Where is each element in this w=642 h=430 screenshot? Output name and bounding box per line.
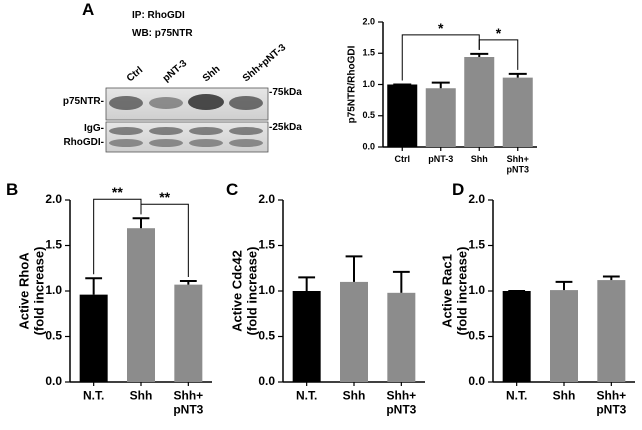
bar bbox=[79, 294, 108, 382]
y-axis-label: Active Rac1(fold increase) bbox=[440, 247, 470, 336]
bar bbox=[340, 281, 368, 382]
x-tick-label: Shh bbox=[343, 389, 366, 403]
y-tick-label: 1.5 bbox=[45, 238, 62, 252]
significance-label: * bbox=[438, 20, 444, 36]
y-tick-label: 1.0 bbox=[362, 79, 375, 89]
y-tick-label: 0.0 bbox=[45, 374, 62, 388]
significance-bracket bbox=[140, 203, 189, 277]
significance-label: ** bbox=[112, 184, 123, 200]
panel-label: C bbox=[226, 180, 238, 199]
y-axis-label: Active RhoA(fold increase) bbox=[17, 247, 47, 336]
blot-wb: WB: p75NTR bbox=[132, 28, 193, 39]
y-tick-label: 2.0 bbox=[45, 192, 62, 206]
bar bbox=[174, 284, 203, 382]
blot-lane-label: Shh bbox=[201, 64, 223, 85]
bar bbox=[387, 292, 416, 382]
bar bbox=[597, 280, 626, 382]
blot-ip: IP: RhoGDI bbox=[132, 10, 185, 21]
blot-row-label: p75NTR- bbox=[63, 96, 104, 107]
bar bbox=[425, 88, 456, 147]
y-axis-label: p75NTR/RhoGDI bbox=[347, 45, 358, 123]
panel-label: B bbox=[6, 180, 18, 199]
blot-marker: -75kDa bbox=[269, 87, 302, 98]
y-tick-label: 0.0 bbox=[362, 141, 375, 151]
significance-label: ** bbox=[159, 189, 170, 205]
x-tick-label: Shh bbox=[471, 154, 488, 164]
significance-bracket bbox=[478, 39, 519, 70]
bar bbox=[502, 77, 533, 147]
y-tick-label: 0.5 bbox=[468, 329, 485, 343]
y-axis-label: Active Cdc42(fold increase) bbox=[230, 247, 260, 336]
y-tick-label: 0.0 bbox=[468, 374, 485, 388]
x-tick-label: pNT-3 bbox=[428, 154, 453, 164]
y-tick-label: 2.0 bbox=[362, 16, 375, 26]
blot-lane-label: Ctrl bbox=[125, 65, 145, 85]
bar bbox=[127, 228, 155, 382]
y-tick-label: 1.0 bbox=[45, 283, 62, 297]
blot-marker: -25kDa bbox=[269, 122, 302, 133]
y-tick-label: 0.0 bbox=[258, 374, 275, 388]
x-tick-label: Shh bbox=[553, 389, 576, 403]
x-tick-label: Shh bbox=[130, 389, 153, 403]
y-tick-label: 1.0 bbox=[468, 283, 485, 297]
blot-lane-label: pNT-3 bbox=[161, 58, 190, 85]
x-tick-label: N.T. bbox=[506, 389, 527, 403]
x-tick-label: N.T. bbox=[83, 389, 104, 403]
y-tick-label: 1.5 bbox=[362, 48, 375, 58]
blot-row-label: RhoGDI- bbox=[63, 137, 104, 148]
bar bbox=[387, 84, 418, 147]
x-tick-label: N.T. bbox=[296, 389, 317, 403]
blot-image bbox=[105, 87, 269, 153]
x-tick-label: Shh+ pNT3 bbox=[507, 154, 530, 174]
y-tick-label: 2.0 bbox=[258, 192, 275, 206]
bar bbox=[502, 291, 531, 382]
bar bbox=[550, 290, 578, 382]
y-tick-label: 0.5 bbox=[258, 329, 275, 343]
y-tick-label: 1.5 bbox=[468, 238, 485, 252]
y-tick-label: 2.0 bbox=[468, 192, 485, 206]
x-tick-label: Shh+ pNT3 bbox=[386, 389, 416, 417]
x-tick-label: Shh+ pNT3 bbox=[596, 389, 626, 417]
bar bbox=[292, 291, 321, 382]
y-tick-label: 0.5 bbox=[362, 110, 375, 120]
y-tick-label: 1.5 bbox=[258, 238, 275, 252]
x-tick-label: Shh+ pNT3 bbox=[173, 389, 203, 417]
bar bbox=[464, 57, 495, 147]
blot-row-label: IgG- bbox=[84, 123, 104, 134]
y-tick-label: 1.0 bbox=[258, 283, 275, 297]
blot-lane-label: Shh+pNT-3 bbox=[241, 42, 289, 84]
panel-label: D bbox=[452, 180, 464, 199]
significance-label: * bbox=[496, 25, 502, 41]
panel-label: A bbox=[82, 0, 94, 19]
x-tick-label: Ctrl bbox=[395, 154, 411, 164]
y-tick-label: 0.5 bbox=[45, 329, 62, 343]
